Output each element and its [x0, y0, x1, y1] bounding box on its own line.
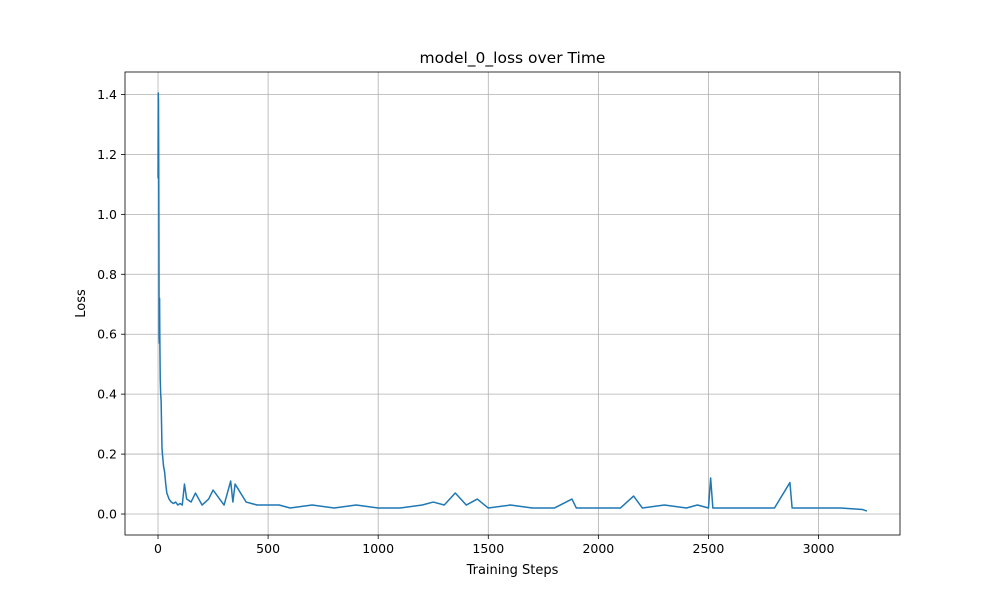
series-layer	[157, 92, 868, 512]
x-tick-label: 2500	[693, 541, 725, 556]
axis-ticks: 0 500 1000 1500 2000 2500 3000 0.0 0.2 0.4 0.6 0.8 1…	[97, 87, 834, 556]
x-tick-label: 1500	[472, 541, 504, 556]
x-tick-label: 1000	[362, 541, 394, 556]
x-axis-label: Training Steps	[466, 563, 559, 578]
y-tick-label: 0.2	[97, 447, 117, 462]
x-tick-label: 2000	[582, 541, 614, 556]
x-tick-label: 500	[256, 541, 280, 556]
plot-frame	[124, 71, 901, 536]
y-tick-label: 0.4	[97, 387, 117, 402]
loss-series-line	[157, 92, 868, 512]
y-tick-label: 0.0	[97, 507, 117, 522]
chart-title: model_0_loss over Time	[420, 49, 606, 68]
grid-lines	[125, 72, 900, 535]
y-tick-label: 1.0	[97, 207, 117, 222]
y-tick-label: 1.2	[97, 147, 117, 162]
x-tick-label: 3000	[803, 541, 835, 556]
y-axis-label: Loss	[74, 289, 89, 318]
y-tick-label: 0.8	[97, 267, 117, 282]
x-tick-label: 0	[154, 541, 162, 556]
y-tick-label: 1.4	[97, 87, 117, 102]
y-tick-label: 0.6	[97, 327, 117, 342]
